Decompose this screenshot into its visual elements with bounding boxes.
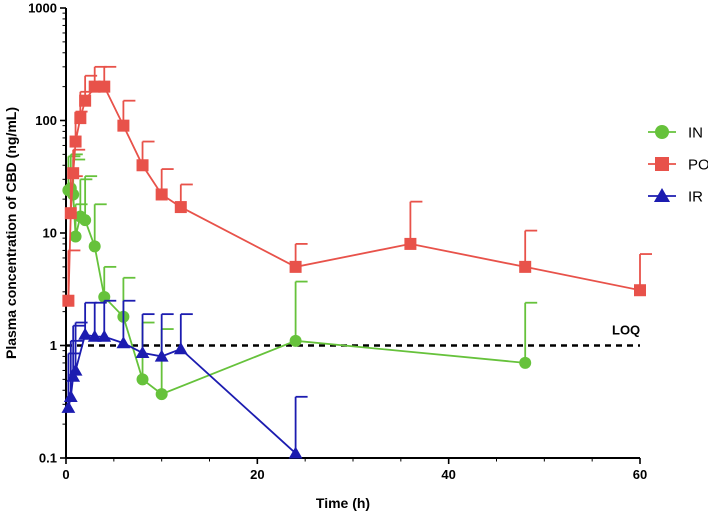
marker-po [62,294,75,307]
y-tick-label: 100 [35,113,57,128]
line-in [67,186,526,396]
marker-in [88,240,101,253]
marker-ir [61,400,76,413]
marker-ir [66,369,81,382]
marker-ir [87,329,102,342]
x-axis-title: Time (h) [316,495,370,511]
axes-group: 0.1 1 10 100 1000 0 20 40 60 [28,1,647,483]
marker-in [155,388,168,401]
marker-po [634,284,646,297]
y-axis-title: Plasma concentration of CBD (ng/mL) [3,107,19,359]
marker-in [519,356,532,369]
marker-po [519,260,532,273]
marker-ir [154,349,169,362]
marker-po [79,94,92,107]
marker-ir [63,389,78,402]
legend-label-in: IN [688,125,703,142]
line-po [67,85,641,301]
marker-po [404,237,417,250]
marker-po [64,207,77,220]
y-tick-label: 10 [43,226,57,241]
marker-po [174,201,187,214]
marker-in [79,214,92,227]
marker-po [289,260,302,273]
marker-ir [78,327,93,340]
marker-po [67,167,80,180]
x-tick-label: 0 [62,467,69,482]
loq-label: LOQ [612,323,640,338]
marker-ir [97,329,112,342]
series-in [62,153,538,401]
series-group [61,65,652,459]
x-tick-label: 20 [250,467,264,482]
marker-po [117,119,130,132]
marker-ir [135,345,150,359]
marker-in [69,230,82,243]
marker-ir [68,363,83,376]
marker-po [136,159,149,172]
y-tick-label: 1000 [28,1,57,16]
marker-ir [173,342,188,355]
marker-po [69,135,82,148]
legend-label-ir: IR [688,189,703,206]
series-ir [61,299,308,459]
y-tick-label: 0.1 [39,451,57,466]
y-tick-label: 1 [50,338,57,353]
x-tick-label: 40 [441,467,455,482]
marker-ir [288,446,303,459]
legend-marker-po [655,157,669,171]
series-po [62,65,652,307]
marker-po [74,112,87,125]
legend: IN PO IR [648,125,708,206]
x-tick-label: 60 [633,467,647,482]
marker-po [98,80,111,93]
marker-in [289,334,302,347]
marker-po [88,80,101,93]
legend-marker-in [655,125,669,139]
legend-marker-ir [653,187,671,203]
legend-label-po: PO [688,157,708,174]
marker-in [67,188,80,201]
marker-in [136,373,149,386]
marker-ir [116,336,131,349]
marker-po [155,188,168,201]
